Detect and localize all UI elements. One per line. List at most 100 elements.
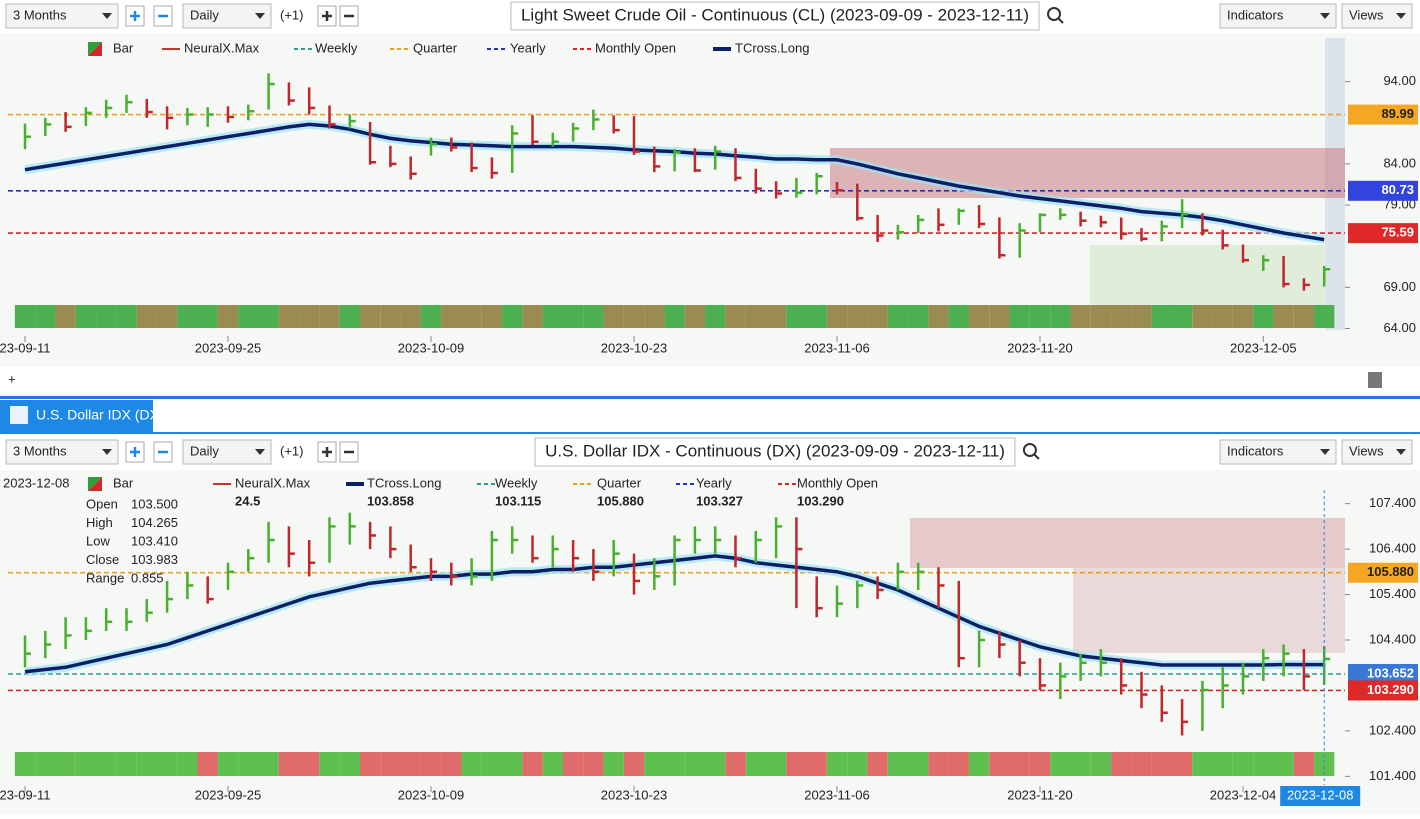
dropdown-label[interactable]: 3 Months: [13, 443, 67, 458]
cursor-date: 2023-12-08: [3, 475, 70, 490]
signal-cell: [664, 305, 685, 328]
signal-cell: [420, 752, 442, 776]
signal-cell: [75, 752, 97, 776]
legend-value: 103.115: [495, 493, 541, 508]
scroll-plus[interactable]: +: [8, 371, 16, 386]
y-tick-label: 64.00: [1383, 320, 1416, 335]
y-tick-label: 84.00: [1383, 155, 1416, 170]
dropdown-label[interactable]: 3 Months: [13, 7, 67, 22]
signal-cell: [705, 305, 726, 328]
offset: (+1): [280, 443, 303, 458]
signal-cell: [745, 752, 766, 776]
legend-label: NeuralX.Max: [184, 40, 260, 55]
dropdown-arrow: [102, 13, 112, 19]
signal-cell: [217, 305, 239, 328]
signal-cell: [502, 305, 523, 328]
title-box: [534, 437, 1016, 467]
price-label: 75.59: [1381, 225, 1414, 240]
signal-cell: [1314, 305, 1335, 328]
signal-cell: [35, 752, 56, 776]
signal-cell: [887, 752, 909, 776]
search-icon[interactable]: [1022, 443, 1037, 457]
info-value: 104.265: [131, 515, 178, 530]
dropdown-label[interactable]: Views: [1349, 443, 1384, 458]
dropdown-label[interactable]: Indicators: [1227, 7, 1284, 22]
signal-cell: [339, 752, 360, 776]
legend-label: Bar: [113, 40, 134, 55]
signal-cell: [197, 752, 218, 776]
dropdown-label[interactable]: Indicators: [1227, 443, 1284, 458]
dropdown-label[interactable]: Daily: [190, 443, 219, 458]
signal-cell: [1253, 305, 1274, 328]
y-tick-label: 107.400: [1369, 495, 1416, 510]
dropdown-arrow: [255, 449, 265, 455]
dropdown-arrow: [255, 13, 265, 19]
signal-cell: [644, 752, 665, 776]
signal-cell: [1212, 305, 1233, 328]
signal-cell: [1050, 752, 1071, 776]
legend-glyph: [88, 42, 102, 56]
signal-cell: [1253, 752, 1274, 776]
signal-cell: [14, 305, 36, 328]
dropdown[interactable]: [182, 439, 272, 465]
dropdown[interactable]: [1219, 3, 1337, 29]
search-handle: [1033, 453, 1040, 460]
signal-cell: [278, 752, 300, 776]
x-tick-label: 2023-11-20: [1007, 787, 1073, 802]
dropdown[interactable]: [5, 439, 119, 465]
x-tick-label: 23-09-11: [0, 787, 51, 802]
signal-cell: [339, 305, 360, 328]
legend-label: TCross.Long: [735, 40, 809, 55]
signal-cell: [1192, 305, 1213, 328]
y-tick-label: 105.400: [1369, 586, 1416, 601]
signal-cell: [1009, 305, 1030, 328]
signal-cell: [786, 305, 807, 328]
tab-label[interactable]: U.S. Dollar IDX (DX): [36, 407, 164, 423]
signal-cell: [55, 305, 76, 328]
signal-cell: [55, 752, 76, 776]
tab-line: [0, 432, 1420, 434]
x-tick-label: 2023-10-23: [601, 787, 668, 802]
signal-cell: [1192, 752, 1213, 776]
price-label-box: [1348, 680, 1418, 701]
signal-cell: [299, 752, 320, 776]
signal-cell: [583, 752, 604, 776]
legend-glyph: [88, 477, 102, 491]
info-value: 103.410: [131, 533, 178, 548]
legend-label: NeuralX.Max: [235, 475, 311, 490]
signal-cell: [786, 752, 807, 776]
signal-cell: [1029, 752, 1051, 776]
signal-cell: [1293, 752, 1315, 776]
signal-cell: [1171, 305, 1193, 328]
signal-cell: [908, 305, 929, 328]
x-tick-label: 2023-11-06: [804, 340, 870, 355]
signal-cell: [1151, 752, 1172, 776]
dropdown[interactable]: [5, 3, 119, 29]
scrollbar[interactable]: [0, 368, 1420, 392]
signal-cell: [765, 752, 787, 776]
signal-cell: [826, 752, 848, 776]
dropdown-label[interactable]: Views: [1349, 7, 1384, 22]
dropdown-label[interactable]: Daily: [190, 7, 219, 22]
info-name: Open: [86, 496, 118, 511]
signal-cell: [562, 305, 584, 328]
signal-cell: [928, 752, 949, 776]
signal-cell: [745, 305, 766, 328]
signal-cell: [562, 752, 584, 776]
signal-cell: [319, 305, 340, 328]
signal-cell: [1070, 305, 1091, 328]
signal-cell: [481, 305, 503, 328]
signal-cell: [278, 305, 300, 328]
dropdown[interactable]: [1219, 439, 1337, 465]
search-handle: [1057, 17, 1064, 24]
cursor-date-axis: 2023-12-08: [1287, 787, 1354, 802]
scroll-thumb[interactable]: [1368, 372, 1382, 388]
y-tick-label: 104.400: [1369, 631, 1416, 646]
x-tick-label: 2023-09-25: [195, 340, 262, 355]
search-icon[interactable]: [1047, 7, 1062, 21]
signal-cell: [156, 752, 178, 776]
signal-cell: [1151, 305, 1172, 328]
dropdown-arrow: [102, 449, 112, 455]
dropdown[interactable]: [182, 3, 272, 29]
signal-cell: [765, 305, 787, 328]
